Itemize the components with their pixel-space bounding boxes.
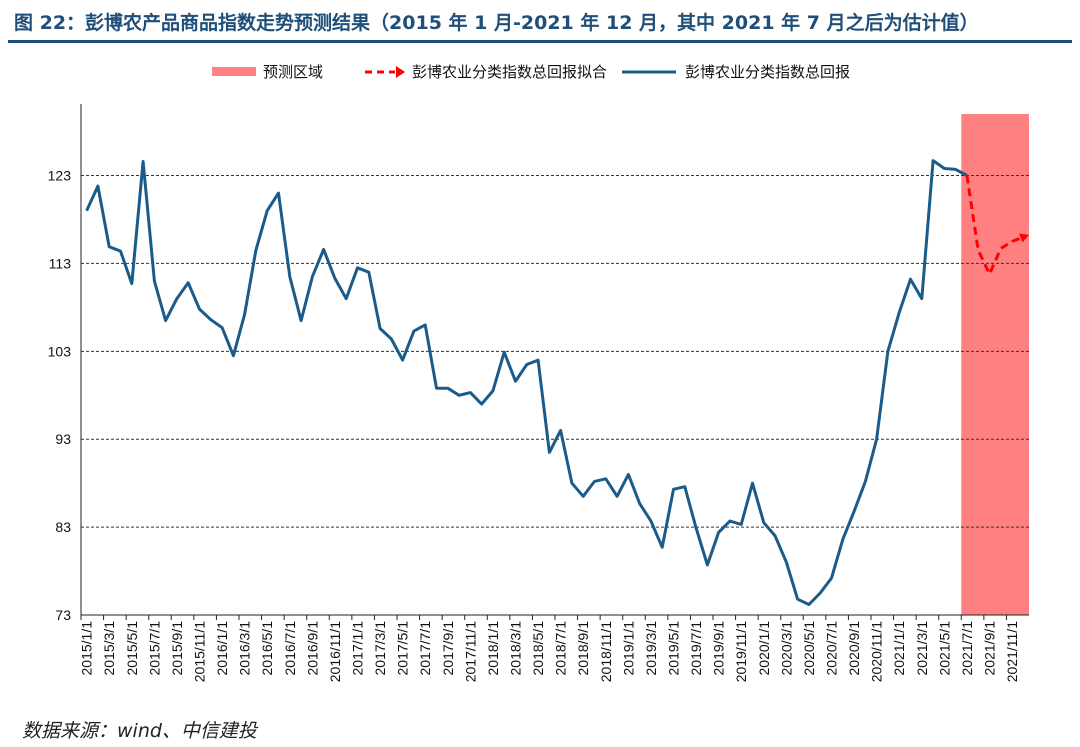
x-tick-label: 2020/3/1 xyxy=(778,621,794,676)
x-tick-label: 2019/7/1 xyxy=(688,621,704,676)
x-tick-label: 2021/9/1 xyxy=(982,621,998,676)
x-tick-label: 2018/7/1 xyxy=(553,621,569,676)
x-tick-label: 2019/3/1 xyxy=(643,621,659,676)
x-tick-label: 2021/7/1 xyxy=(959,621,975,676)
x-tick-label: 2016/9/1 xyxy=(304,621,320,676)
x-tick-label: 2020/1/1 xyxy=(756,621,772,676)
y-tick-label: 103 xyxy=(48,343,72,359)
y-tick-label: 123 xyxy=(48,168,72,184)
legend-label-actual: 彭博农业分类指数总回报 xyxy=(685,63,850,81)
x-tick-label: 2021/1/1 xyxy=(891,621,907,676)
legend-label-fit: 彭博农业分类指数总回报拟合 xyxy=(412,63,607,81)
x-tick-label: 2015/11/1 xyxy=(192,621,208,682)
x-tick-label: 2020/5/1 xyxy=(801,621,817,676)
legend-swatch-forecast-region xyxy=(212,67,256,76)
x-tick-label: 2016/7/1 xyxy=(282,621,298,676)
y-tick-label: 113 xyxy=(49,255,72,271)
x-tick-label: 2016/5/1 xyxy=(259,621,275,676)
plot-area: 73 83 93 103 113 123 2015/1/1 2015/3/1 2015/5/1 2… xyxy=(48,104,1029,682)
x-tick-label: 2017/7/1 xyxy=(417,621,433,676)
x-tick-label: 2016/3/1 xyxy=(237,621,253,676)
x-tick-label: 2019/5/1 xyxy=(666,621,682,676)
y-tick-label: 73 xyxy=(55,607,71,623)
x-tick-label: 2017/5/1 xyxy=(395,621,411,676)
x-tick-label: 2021/5/1 xyxy=(936,621,952,676)
forecast-region xyxy=(961,114,1029,615)
chart-title: 图 22：彭博农产品商品指数走势预测结果（2015 年 1 月-2021 年 1… xyxy=(14,12,979,34)
x-tick-label: 2019/1/1 xyxy=(620,621,636,676)
x-tick-label: 2017/9/1 xyxy=(440,621,456,676)
x-tick-label: 2018/3/1 xyxy=(508,621,524,676)
series-line-fit xyxy=(965,175,1024,276)
x-tick-label: 2020/11/1 xyxy=(869,621,885,682)
x-tick-label: 2017/3/1 xyxy=(372,621,388,676)
title-divider xyxy=(8,40,1072,43)
x-tick-label: 2021/11/1 xyxy=(1004,621,1020,682)
x-tick-label: 2015/5/1 xyxy=(124,621,140,676)
x-tick-label: 2016/1/1 xyxy=(214,621,230,676)
x-tick-label: 2018/9/1 xyxy=(575,621,591,676)
x-tick-label: 2020/7/1 xyxy=(824,621,840,676)
x-tick-label: 2019/9/1 xyxy=(711,621,727,676)
x-tick-label: 2021/3/1 xyxy=(914,621,930,676)
x-tick-label: 2018/1/1 xyxy=(485,621,501,676)
x-tick-label: 2020/9/1 xyxy=(846,621,862,676)
x-tick-label: 2015/1/1 xyxy=(79,621,95,676)
legend: 预测区域 彭博农业分类指数总回报拟合 彭博农业分类指数总回报 xyxy=(212,63,850,81)
y-tick-label: 93 xyxy=(55,431,71,447)
x-tick-label: 2015/3/1 xyxy=(101,621,117,676)
x-tick-label: 2015/7/1 xyxy=(146,621,162,676)
x-tick-label: 2017/1/1 xyxy=(350,621,366,676)
series-line-actual xyxy=(85,159,968,606)
x-tick-label: 2017/11/1 xyxy=(462,621,478,682)
legend-label-forecast-region: 预测区域 xyxy=(263,63,323,81)
x-tick-label: 2015/9/1 xyxy=(169,621,185,676)
x-tick-label: 2018/5/1 xyxy=(530,621,546,676)
x-tick-label: 2018/11/1 xyxy=(598,621,614,682)
legend-arrow-fit xyxy=(396,66,405,78)
source-note: 数据来源：wind、中信建投 xyxy=(22,720,257,742)
y-tick-label: 83 xyxy=(55,519,71,535)
x-tick-label: 2016/11/1 xyxy=(327,621,343,682)
x-tick-label: 2019/11/1 xyxy=(733,621,749,682)
series-arrow-fit xyxy=(1019,233,1029,243)
